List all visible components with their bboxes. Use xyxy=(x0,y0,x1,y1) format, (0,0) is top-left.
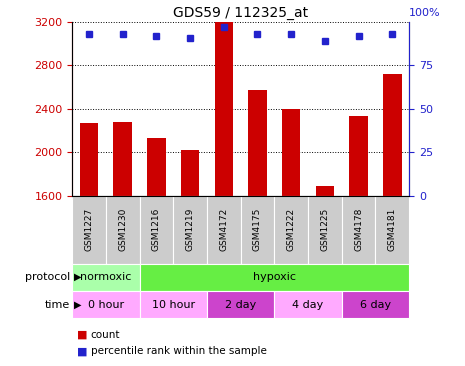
Text: 6 day: 6 day xyxy=(360,300,391,310)
Bar xyxy=(72,291,140,318)
Text: 0 hour: 0 hour xyxy=(88,300,124,310)
Bar xyxy=(282,109,300,196)
Text: GSM4181: GSM4181 xyxy=(388,208,397,251)
Bar xyxy=(248,90,267,196)
Text: 4 day: 4 day xyxy=(292,300,324,310)
Bar xyxy=(207,196,241,264)
Bar xyxy=(140,196,173,264)
Text: 100%: 100% xyxy=(409,8,441,19)
Bar xyxy=(207,291,274,318)
Bar xyxy=(72,196,106,264)
Bar xyxy=(349,116,368,196)
Bar xyxy=(316,186,334,196)
Bar xyxy=(147,138,166,196)
Text: normoxic: normoxic xyxy=(80,272,132,282)
Text: time: time xyxy=(45,300,70,310)
Bar xyxy=(106,196,140,264)
Text: protocol: protocol xyxy=(25,272,70,282)
Bar xyxy=(72,264,140,291)
Text: 10 hour: 10 hour xyxy=(152,300,195,310)
Text: GSM1216: GSM1216 xyxy=(152,208,161,251)
Bar xyxy=(274,196,308,264)
Bar xyxy=(140,291,207,318)
Bar xyxy=(181,150,199,196)
Text: ▶: ▶ xyxy=(74,272,82,282)
Text: count: count xyxy=(91,330,120,340)
Bar xyxy=(376,196,409,264)
Text: ■: ■ xyxy=(77,330,87,340)
Text: GSM4178: GSM4178 xyxy=(354,208,363,251)
Text: GSM4172: GSM4172 xyxy=(219,208,228,251)
Text: GSM1227: GSM1227 xyxy=(85,208,93,251)
Text: hypoxic: hypoxic xyxy=(253,272,296,282)
Text: ▶: ▶ xyxy=(74,300,82,310)
Bar xyxy=(113,123,132,196)
Bar xyxy=(274,291,342,318)
Text: GSM1225: GSM1225 xyxy=(320,208,329,251)
Text: GSM1219: GSM1219 xyxy=(186,208,194,251)
Bar xyxy=(140,264,409,291)
Title: GDS59 / 112325_at: GDS59 / 112325_at xyxy=(173,5,308,19)
Bar xyxy=(383,74,402,196)
Text: GSM1222: GSM1222 xyxy=(287,208,296,251)
Text: GSM4175: GSM4175 xyxy=(253,208,262,251)
Text: percentile rank within the sample: percentile rank within the sample xyxy=(91,346,266,356)
Bar xyxy=(241,196,274,264)
Bar xyxy=(342,196,376,264)
Text: ■: ■ xyxy=(77,346,87,356)
Text: GSM1230: GSM1230 xyxy=(118,208,127,251)
Bar xyxy=(80,123,98,196)
Bar xyxy=(342,291,409,318)
Text: 2 day: 2 day xyxy=(225,300,256,310)
Bar xyxy=(214,22,233,196)
Bar xyxy=(308,196,342,264)
Bar xyxy=(173,196,207,264)
